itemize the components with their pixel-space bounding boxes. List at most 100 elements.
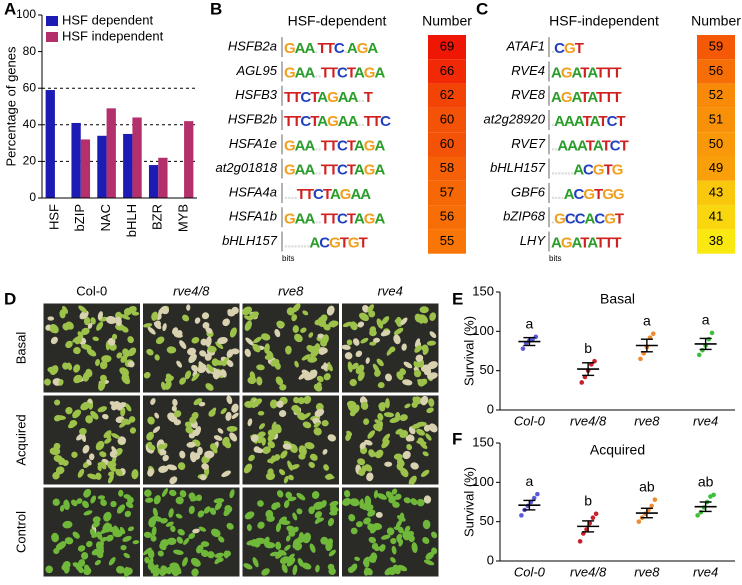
motif-letter: T (329, 210, 338, 227)
leaf (92, 336, 99, 342)
leaf (85, 368, 93, 378)
motif-letter: T (583, 113, 592, 130)
leaf (256, 364, 265, 371)
leaf (157, 550, 164, 557)
leaf (84, 564, 90, 571)
leaf (153, 495, 161, 505)
leaf (244, 400, 254, 408)
leaf (400, 317, 408, 326)
error-bar (523, 499, 536, 511)
leaf (373, 490, 379, 499)
motif-letter: G (340, 186, 351, 203)
data-point (696, 352, 702, 358)
motif-letter: . (551, 210, 555, 227)
leaf (411, 423, 422, 429)
leaf (75, 564, 83, 572)
row-label: Acquired (13, 414, 28, 465)
heat-value: 66 (440, 63, 454, 78)
data-point (649, 503, 654, 509)
leaf (424, 368, 432, 376)
motif-letter: T (284, 113, 293, 130)
leaf (425, 433, 432, 441)
x-tick-label: BZR (150, 204, 165, 230)
motif-letter: T (612, 235, 621, 252)
motif-letter: A (374, 64, 385, 81)
leaf (395, 519, 403, 529)
leaf (154, 354, 160, 361)
motif-letter: G (561, 235, 572, 252)
leaf (366, 472, 374, 482)
leaf (382, 433, 391, 443)
motif-logo: .AAATATCT (551, 113, 625, 130)
motif-letter: T (321, 162, 330, 179)
leaf (131, 469, 139, 480)
leaf (309, 543, 316, 553)
leaf (370, 552, 378, 561)
panel-label: F (452, 429, 462, 448)
motif-letter: T (329, 64, 338, 81)
heat-value: 55 (440, 233, 454, 248)
gene-name: RVE4 (511, 63, 545, 78)
motif-letter: G (284, 137, 295, 154)
leaf (229, 432, 238, 442)
number-header: Number (691, 13, 741, 29)
motif-letter: T (292, 113, 301, 130)
seedling-photo (43, 395, 140, 485)
leaf (201, 312, 210, 320)
leaf (57, 541, 67, 550)
leaf (420, 395, 429, 406)
leaf (293, 526, 299, 533)
leaf (97, 495, 106, 500)
leaf (390, 557, 396, 563)
leaf (188, 533, 196, 540)
leaf (182, 314, 190, 322)
x-tick-label: rve8 (634, 413, 660, 428)
leaf (261, 568, 270, 576)
leaf (207, 345, 217, 353)
y-tick-label: 100 (472, 474, 494, 489)
leaf (121, 326, 129, 333)
error-bar (523, 336, 536, 347)
leaf (397, 564, 408, 572)
bar (45, 90, 55, 198)
legend-swatch (46, 16, 58, 26)
leaf (50, 336, 58, 345)
leaf (316, 375, 324, 383)
motif-letter: G (364, 162, 375, 179)
leaf (86, 540, 93, 548)
leaf (367, 509, 376, 517)
leaf (292, 564, 298, 576)
leaf (309, 453, 318, 461)
motif-letter: A (295, 137, 306, 154)
motif-letter: G (364, 137, 375, 154)
leaf (283, 475, 289, 484)
leaf (358, 468, 366, 477)
leaf (309, 369, 318, 379)
motif-letter: T (364, 89, 373, 106)
leaf (78, 305, 88, 313)
data-point (590, 515, 596, 521)
motif-letter: . (314, 137, 318, 154)
leaf (107, 474, 114, 484)
leaf (168, 508, 174, 518)
leaf (255, 542, 261, 548)
leaf (152, 426, 161, 433)
leaf (151, 526, 157, 537)
motif-letter: T (318, 40, 327, 57)
panel-label: A (4, 0, 16, 18)
leaf (200, 541, 210, 547)
leaf (123, 552, 131, 559)
leaf (80, 343, 92, 350)
leaf (366, 504, 374, 512)
leaf (276, 320, 285, 328)
leaf (99, 361, 108, 370)
leaf (375, 511, 383, 518)
leaf (227, 309, 234, 316)
leaf (113, 525, 120, 533)
leaf (243, 463, 253, 474)
y-tick-label: 50 (480, 513, 494, 528)
leaf (350, 563, 358, 572)
leaf (300, 327, 307, 333)
motif-letter: A (374, 210, 385, 227)
leaf (120, 544, 127, 551)
